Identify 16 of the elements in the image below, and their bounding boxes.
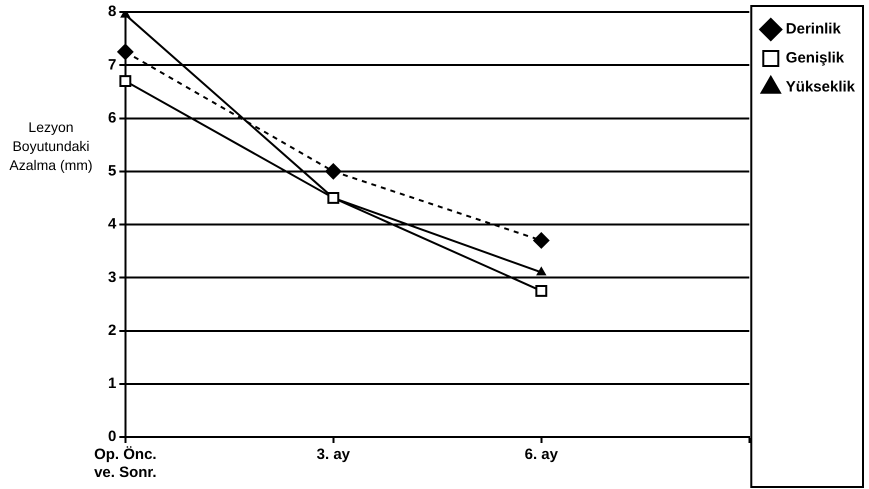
y-tick-label: 4 [108,216,117,233]
x-tick-label: Op. Önc. ve. Sonr. [94,446,157,482]
legend-label: Yükseklik [786,78,856,96]
x-tick-label: 6. ay [524,446,559,464]
legend-label: Genişlik [786,50,845,67]
y-tick-label: 3 [108,268,116,286]
y-tick-label: 1 [108,375,116,392]
legend-label: Derinlik [786,20,842,38]
y-tick-label: 7 [108,56,116,74]
y-tick-label: 6 [108,109,116,126]
y-tick-label: 2 [108,322,116,339]
y-tick-label: 8 [108,3,116,20]
y-axis-title: Lezyon Boyutundaki Azalma (mm) [8,118,94,175]
y-tick-label: 0 [108,428,116,446]
x-tick-label: 3. ay [316,446,351,464]
y-tick-label: 5 [108,162,116,180]
